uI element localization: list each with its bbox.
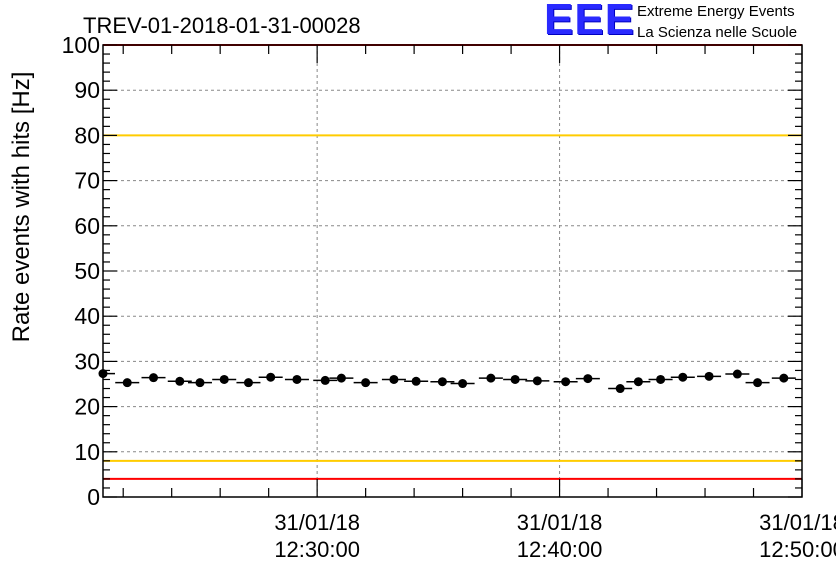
data-point (437, 377, 447, 387)
data-point (320, 375, 330, 385)
data-point (678, 372, 688, 382)
x-tick-label-date: 31/01/18 (759, 510, 836, 535)
y-tick-label: 30 (74, 348, 100, 374)
data-point (583, 374, 593, 384)
data-point (532, 376, 542, 386)
data-point (779, 373, 789, 383)
reference-lines (103, 44, 802, 480)
x-tick-label-date: 31/01/18 (517, 510, 603, 535)
data-point (510, 374, 520, 384)
data-point (486, 373, 496, 383)
y-tick-label: 40 (74, 303, 100, 329)
y-axis-label: Rate events with hits [Hz] (8, 72, 35, 343)
data-point (243, 378, 253, 388)
eee-logo-mark: EEE (544, 0, 636, 44)
data-point (195, 378, 205, 388)
data-points (98, 369, 796, 394)
data-point (704, 371, 714, 381)
y-tick-label: 100 (62, 32, 100, 58)
data-point (175, 376, 185, 386)
data-point (98, 369, 108, 379)
grid (103, 45, 802, 497)
data-point (336, 373, 346, 383)
data-point (732, 369, 742, 379)
eee-logo: EEE Extreme Energy Events La Scienza nel… (544, 0, 836, 46)
x-tick-label-time: 12:50:00 (759, 537, 836, 562)
chart-title: TREV-01-2018-01-31-00028 (83, 13, 361, 38)
logo-line-2: La Scienza nelle Scuole (637, 24, 798, 41)
y-tick-label: 10 (74, 439, 100, 465)
data-point (266, 372, 276, 382)
data-point (361, 378, 371, 388)
data-point (389, 374, 399, 384)
data-point (219, 374, 229, 384)
y-tick-label: 50 (74, 258, 100, 284)
y-tick-label: 70 (74, 168, 100, 194)
x-tick-label-time: 12:40:00 (517, 537, 603, 562)
data-point (656, 374, 666, 384)
data-point (633, 377, 643, 387)
data-point (411, 376, 421, 386)
data-point (292, 374, 302, 384)
data-point (122, 378, 132, 388)
y-tick-label: 60 (74, 213, 100, 239)
data-point (753, 378, 763, 388)
x-tick-label-date: 31/01/18 (274, 510, 360, 535)
y-tick-label: 20 (74, 394, 100, 420)
data-point (149, 373, 159, 383)
data-point (458, 379, 468, 389)
axes: 010203040506070809010031/01/1812:30:0031… (62, 32, 836, 562)
y-tick-label: 80 (74, 122, 100, 148)
data-point (615, 384, 625, 394)
x-tick-label-time: 12:30:00 (274, 537, 360, 562)
logo-line-1: Extreme Energy Events (637, 3, 795, 20)
data-point (561, 377, 571, 387)
y-tick-label: 90 (74, 77, 100, 103)
y-tick-label: 0 (87, 484, 100, 510)
